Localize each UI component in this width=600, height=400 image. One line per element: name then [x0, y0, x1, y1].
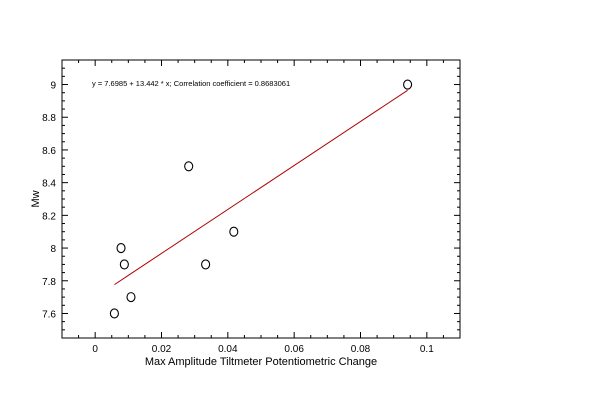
data-point: [119, 259, 129, 270]
x-tick-label: 0: [92, 344, 98, 355]
fit-line: [114, 89, 408, 286]
x-tick-label: 0.08: [351, 344, 371, 355]
fit-line-group: [114, 89, 408, 286]
y-tick-label: 8: [50, 244, 56, 255]
x-tick-label: 0.06: [284, 344, 304, 355]
y-axis-label: Mw: [30, 190, 42, 207]
plot-frame: [61, 59, 461, 339]
y-tick-label: 9: [50, 81, 56, 92]
y-tick-label: 8.2: [42, 211, 56, 222]
y-tick-label: 7.8: [42, 277, 56, 288]
data-point: [403, 79, 413, 90]
x-tick-label: 0.1: [420, 344, 434, 355]
y-tick-label: 8.8: [42, 113, 56, 124]
x-axis-ticks: 0 0.02 0.04 0.06 0.08 0.1: [61, 60, 461, 355]
y-axis-ticks: 7.6 7.8 8 8.2 8.4 8.6 8.8 9: [42, 59, 460, 331]
annotation-text: y = 7.6985 + 13.442 * x; Correlation coe…: [92, 79, 290, 88]
data-point: [116, 243, 126, 254]
data-point: [126, 292, 136, 303]
x-tick-label: 0.02: [152, 344, 172, 355]
y-tick-label: 7.6: [42, 309, 56, 320]
data-point: [184, 161, 194, 172]
data-point: [229, 226, 239, 237]
data-points: [109, 79, 413, 319]
data-point: [109, 308, 119, 319]
data-point: [201, 259, 211, 270]
y-tick-label: 8.6: [42, 146, 56, 157]
y-tick-label: 8.4: [42, 179, 56, 190]
x-axis-label: Max Amplitude Tiltmeter Potentiometric C…: [145, 356, 377, 368]
x-tick-label: 0.04: [218, 344, 238, 355]
